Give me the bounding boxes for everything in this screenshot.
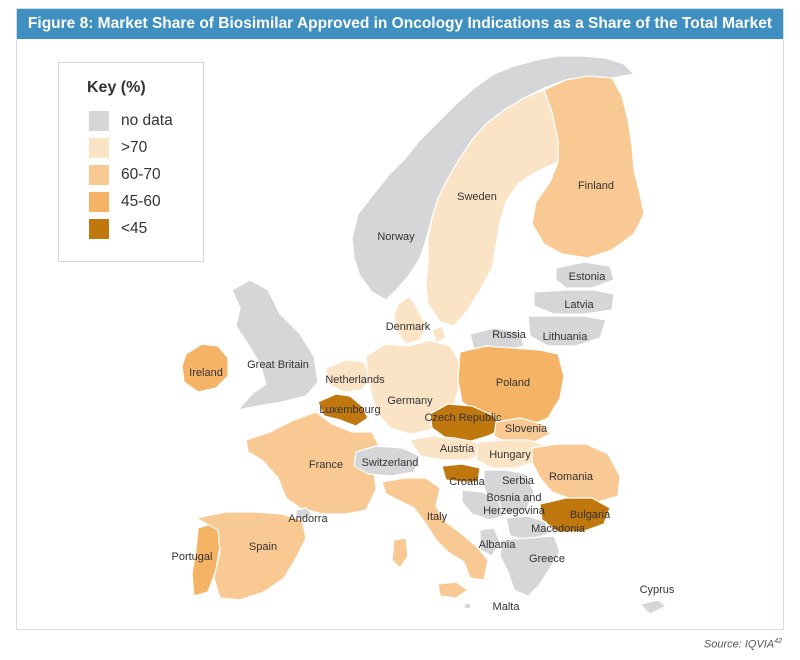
country-croatia [441,463,481,483]
label-denmark: Denmark [386,321,431,333]
legend-title: Key (%) [87,79,146,96]
country-finland [531,75,645,259]
country-lithuania [527,315,607,347]
legend-item-gt70: >70 [89,137,147,159]
country-cyprus [639,599,667,615]
label-albania: Albania [479,539,517,551]
label-ireland: Ireland [189,367,223,379]
legend-item-60-70: 60-70 [89,164,161,186]
label-czech-republic: Czech Republic [424,412,502,424]
label-cyprus: Cyprus [640,584,675,596]
label-norway: Norway [377,231,415,243]
source-label: Source: IQVIA [703,638,775,651]
label-croatia: Croatia [449,476,485,488]
legend-label: >70 [121,139,148,156]
label-romania: Romania [549,471,594,483]
label-austria: Austria [440,443,475,455]
label-malta: Malta [493,601,521,613]
label-macedonia: Macedonia [531,523,586,535]
figure-title: Figure 8: Market Share of Biosimilar App… [17,9,783,39]
label-hungary: Hungary [489,449,531,461]
country-andorra [295,507,313,521]
country-italy [381,477,489,599]
legend-label: no data [121,112,173,129]
label-andorra: Andorra [288,513,328,525]
label-lithuania: Lithuania [543,331,589,343]
country-estonia [555,261,615,289]
map-legend: Key (%) no data >70 60-70 45-60 <45 [58,62,204,262]
country-greece [499,535,561,597]
country-bosnia-and-herzegovina [461,489,505,521]
legend-item-no-data: no data [89,110,173,132]
source-note: Source: IQVIA42 [704,638,782,651]
source-ref: 42 [774,638,782,645]
label-finland: Finland [578,180,614,192]
country-malta [463,602,472,610]
country-spain [195,511,307,601]
country-bulgaria [539,497,611,533]
label-switzerland: Switzerland [362,457,419,469]
label-slovenia: Slovenia [505,423,548,435]
label-bosnia-and-herzegovina: Bosnia and Herzegovina [483,492,546,517]
label-luxembourg: Luxembourg [319,404,380,416]
country-albania [479,527,501,557]
legend-label: <45 [121,220,148,237]
country-denmark [393,295,447,345]
country-macedonia [505,515,549,541]
country-slovenia [493,417,551,445]
country-switzerland [353,445,421,477]
country-ireland [181,343,229,393]
label-poland: Poland [496,377,530,389]
country-latvia [533,289,615,315]
label-sweden: Sweden [457,191,497,203]
legend-swatch [89,219,109,239]
legend-swatch [89,111,109,131]
legend-swatch [89,192,109,212]
legend-label: 45-60 [121,193,161,210]
legend-item-45-60: 45-60 [89,191,161,213]
country-luxembourg [317,393,369,427]
legend-swatch [89,165,109,185]
country-romania [531,443,621,503]
label-bulgaria: Bulgaria [570,509,611,521]
label-serbia: Serbia [502,475,535,487]
label-italy: Italy [427,511,448,523]
label-greece: Greece [529,553,565,565]
country-sweden [425,89,559,327]
label-netherlands: Netherlands [325,374,385,386]
label-great-britain: Great Britain [247,359,309,371]
country-great-britain [231,279,319,411]
country-poland [457,345,565,427]
legend-swatch [89,138,109,158]
label-estonia: Estonia [569,271,607,283]
legend-item-lt45: <45 [89,218,147,240]
label-france: France [309,459,343,471]
legend-label: 60-70 [121,166,161,183]
label-germany: Germany [387,395,433,407]
label-latvia: Latvia [564,299,594,311]
country-netherlands [325,359,373,393]
country-france [245,411,381,515]
label-russia: Russia [492,329,527,341]
label-spain: Spain [249,541,277,553]
label-portugal: Portugal [172,551,213,563]
